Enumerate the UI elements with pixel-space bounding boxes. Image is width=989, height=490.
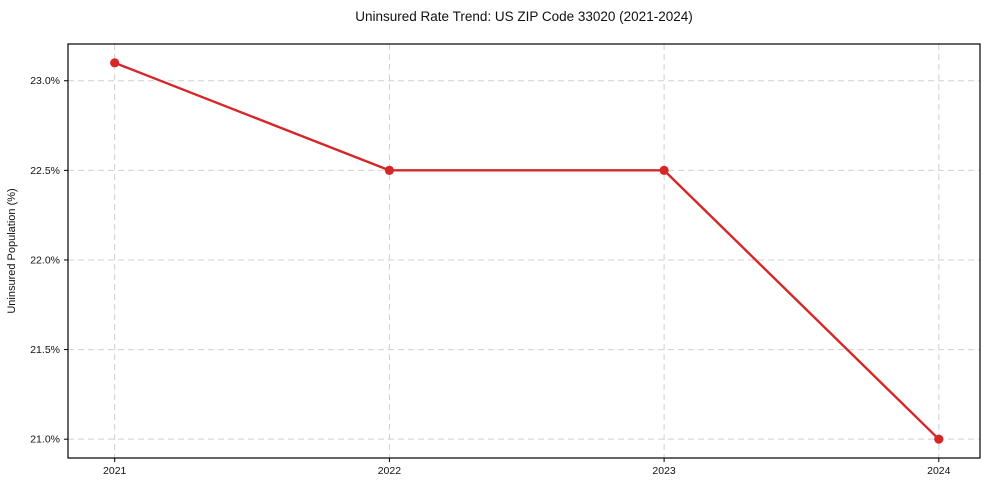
x-tick-label: 2021: [103, 465, 127, 477]
axis-ticks: [64, 80, 940, 462]
gridlines: [68, 44, 980, 458]
y-tick-label: 23.0%: [30, 75, 60, 87]
x-tick-label: 2024: [927, 465, 951, 477]
data-point-marker: [110, 58, 120, 68]
data-point-marker: [934, 434, 944, 444]
plot-border: [67, 43, 981, 459]
y-tick-label: 21.0%: [30, 434, 60, 446]
axis-tick-labels: 2021 2022 2023 2024 23.0% 22.5% 22.0% 21.5% 21.0…: [30, 75, 950, 477]
chart-title: Uninsured Rate Trend: US ZIP Code 33020 …: [355, 9, 692, 24]
x-tick-label: 2022: [378, 465, 402, 477]
y-axis-label: Uninsured Population (%): [6, 188, 18, 313]
y-tick-label: 21.5%: [30, 344, 60, 356]
data-point-marker: [384, 165, 394, 175]
y-tick-label: 22.5%: [30, 165, 60, 177]
x-tick-label: 2023: [652, 465, 676, 477]
data-point-marker: [659, 165, 669, 175]
trend-line: [113, 61, 940, 441]
y-tick-label: 22.0%: [30, 254, 60, 266]
data-series: [110, 58, 944, 444]
